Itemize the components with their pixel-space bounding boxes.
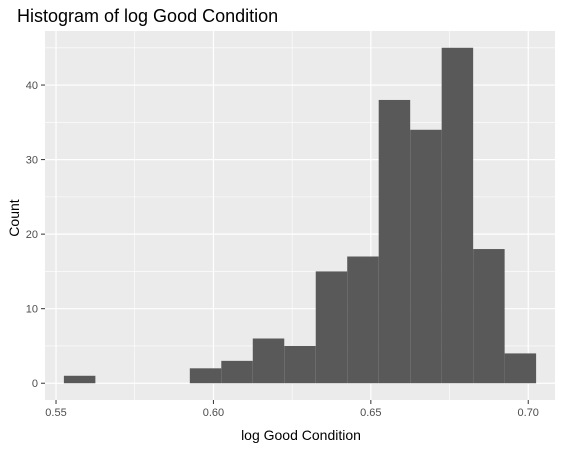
y-tick-label: 30 xyxy=(26,155,38,167)
y-axis: 0 10 20 30 40 xyxy=(26,80,45,390)
y-axis-title: Count xyxy=(6,199,22,236)
histogram-bar-0 xyxy=(63,375,96,384)
histogram-bar-11 xyxy=(410,129,442,384)
y-tick-label: 40 xyxy=(26,80,38,92)
x-axis: 0.55 0.60 0.65 0.70 xyxy=(45,400,539,419)
histogram-bar-9 xyxy=(347,256,379,384)
histogram-bar-5 xyxy=(221,360,253,384)
y-tick-label: 20 xyxy=(26,229,38,241)
histogram-bar-8 xyxy=(315,271,348,384)
y-tick-label: 10 xyxy=(26,304,38,316)
histogram-bar-6 xyxy=(252,338,285,384)
histogram-bar-12 xyxy=(441,47,474,384)
histogram-bar-7 xyxy=(284,345,316,384)
x-tick-label: 0.55 xyxy=(45,407,66,419)
histogram-bar-10 xyxy=(378,99,411,384)
y-tick-label: 0 xyxy=(32,378,38,390)
x-tick-label: 0.70 xyxy=(518,407,539,419)
x-axis-title: log Good Condition xyxy=(241,427,361,443)
histogram-bar-14 xyxy=(504,353,537,384)
histogram-bar-13 xyxy=(473,249,505,384)
chart-title: Histogram of log Good Condition xyxy=(17,6,278,26)
x-tick-label: 0.65 xyxy=(360,407,381,419)
histogram-bars xyxy=(63,47,537,384)
x-tick-label: 0.60 xyxy=(203,407,224,419)
histogram-bar-4 xyxy=(189,368,222,384)
